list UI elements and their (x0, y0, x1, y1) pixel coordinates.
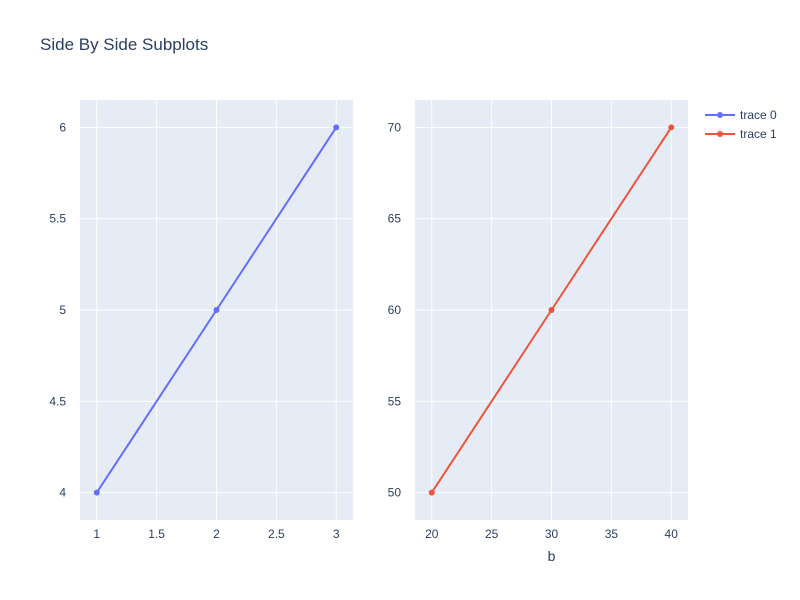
legend-marker-swatch (717, 112, 723, 118)
right-x-tick-label: 35 (605, 527, 619, 541)
right-y-tick-label: 55 (388, 394, 402, 408)
left-y-tick-label: 5.5 (49, 212, 66, 226)
right-data-point[interactable] (548, 307, 555, 313)
legend[interactable]: trace 0 trace 1 (705, 108, 777, 141)
right-data-point[interactable] (428, 489, 435, 496)
left-y-tick-label: 4 (59, 486, 66, 500)
legend-item[interactable]: trace 0 (705, 108, 777, 122)
right-x-tick-label: 20 (425, 527, 439, 541)
subplot-left: 1 1.5 2 2.5 3 4 4.5 5 5.5 6 (49, 100, 353, 541)
legend-marker-swatch (717, 131, 723, 137)
legend-item[interactable]: trace 1 (705, 127, 777, 141)
left-x-tick-label: 1 (93, 527, 100, 541)
right-data-point[interactable] (668, 124, 675, 131)
left-y-tick-label: 5 (59, 303, 66, 317)
left-data-point[interactable] (93, 489, 100, 496)
left-x-tick-label: 2 (213, 527, 220, 541)
legend-label: trace 0 (740, 108, 777, 122)
left-y-tick-label: 6 (59, 120, 66, 134)
legend-label: trace 1 (740, 127, 777, 141)
left-y-tick-label: 4.5 (49, 394, 66, 408)
right-y-tick-label: 65 (388, 212, 402, 226)
right-x-tick-label: 40 (665, 527, 679, 541)
right-x-tick-label: 30 (545, 527, 559, 541)
chart-title: Side By Side Subplots (40, 35, 208, 54)
left-x-tick-label: 2.5 (268, 527, 285, 541)
left-data-point[interactable] (333, 124, 340, 131)
right-x-axis-title: b (548, 548, 556, 564)
right-y-tick-label: 60 (388, 303, 402, 317)
left-x-tick-label: 1.5 (148, 527, 165, 541)
right-y-tick-label: 50 (388, 486, 402, 500)
right-y-tick-label: 70 (388, 120, 402, 134)
subplot-right: 20 25 30 35 40 50 55 60 65 70 b (388, 100, 688, 564)
left-data-point[interactable] (213, 307, 220, 313)
left-x-tick-label: 3 (333, 527, 340, 541)
right-x-tick-label: 25 (485, 527, 499, 541)
